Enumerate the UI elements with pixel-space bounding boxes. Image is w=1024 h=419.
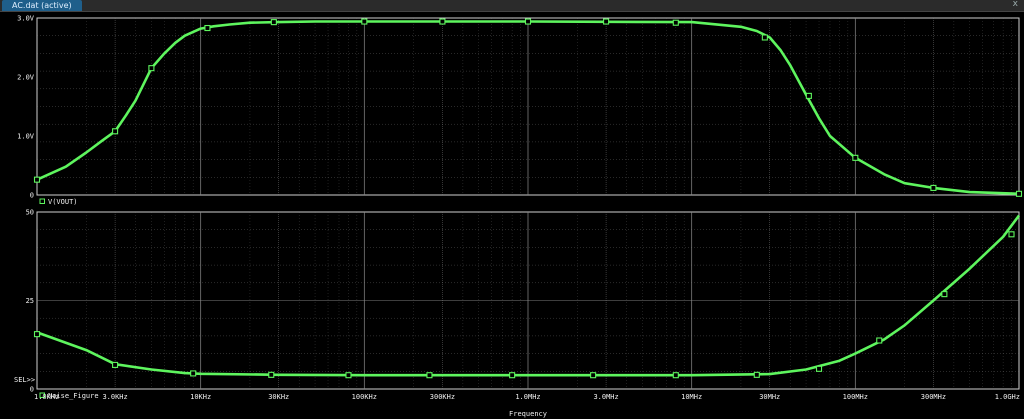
y-tick-label: 1.0V <box>17 133 35 141</box>
data-point-marker <box>148 65 155 72</box>
data-point-marker <box>815 365 823 372</box>
x-tick-label: 3.0KHz <box>102 393 127 401</box>
x-tick-label: 300MHz <box>921 393 946 401</box>
data-point-marker <box>941 291 948 298</box>
close-icon[interactable]: x <box>1012 0 1018 9</box>
x-tick-label: 30KHz <box>268 393 289 401</box>
tab-bar: AC.dat (active) x <box>0 0 1024 12</box>
data-point-marker <box>930 184 937 191</box>
x-tick-label: 300KHz <box>430 393 455 401</box>
y-tick-label: 50 <box>26 209 34 217</box>
data-point-marker <box>204 24 211 32</box>
data-point-marker <box>509 372 516 379</box>
x-tick-label: 1.0GHz <box>995 393 1020 401</box>
x-axis-title: Frequency <box>509 410 547 418</box>
data-point-marker <box>439 18 446 25</box>
x-tick-label: 100KHz <box>352 393 377 401</box>
y-tick-label: 2.0V <box>17 74 35 82</box>
sel-indicator: SEL>> <box>14 376 35 384</box>
legend-label: V(VOUT) <box>48 198 78 206</box>
x-tick-label: 1.0KHz <box>34 393 59 401</box>
data-point-marker <box>672 372 679 379</box>
data-point-marker <box>112 128 119 135</box>
data-point-marker <box>761 34 768 41</box>
legend-label: Noise_Figure <box>48 392 99 400</box>
data-point-marker <box>672 19 679 26</box>
series-line-v-vout- <box>36 20 1020 196</box>
data-point-marker <box>33 331 41 338</box>
data-point-marker <box>112 361 119 368</box>
series-line-noise-figure <box>36 214 1021 377</box>
y-tick-label: 3.0V <box>17 15 35 23</box>
data-point-marker <box>1008 231 1015 238</box>
data-point-marker <box>190 370 197 377</box>
x-tick-label: 3.0MHz <box>593 393 618 401</box>
y-tick-label: 25 <box>26 297 34 305</box>
legend-marker <box>39 198 45 204</box>
legend-marker <box>39 392 45 398</box>
x-tick-label: 1.0MHz <box>515 393 540 401</box>
data-point-marker <box>33 176 41 183</box>
data-point-marker <box>753 371 760 378</box>
x-tick-label: 10KHz <box>190 393 211 401</box>
x-tick-label: 100MHz <box>843 393 868 401</box>
data-point-marker <box>852 154 859 161</box>
data-point-marker <box>590 372 597 379</box>
x-tick-label: 10MHz <box>681 393 702 401</box>
data-point-marker <box>805 92 812 99</box>
data-point-marker <box>361 18 368 25</box>
tab-ac-dat[interactable]: AC.dat (active) <box>2 0 82 11</box>
data-point-marker <box>603 18 610 25</box>
y-tick-label: 0 <box>30 386 34 394</box>
data-point-marker <box>345 372 352 379</box>
frequency-axis: 1.0KHz 3.0KHz 10KHz 30KHz 100KHz 300KHz 1.0MHz… <box>34 393 1020 418</box>
noise-figure-plot[interactable]: 0 25 50 Noise_Figure SEL>> <box>14 209 1021 401</box>
x-tick-label: 30MHz <box>759 393 780 401</box>
data-point-marker <box>876 337 883 344</box>
y-tick-label: 0 <box>30 192 34 200</box>
data-point-marker <box>426 372 433 379</box>
voltage-plot[interactable]: 0 1.0V 2.0V 3.0V V(VOUT) <box>17 15 1023 207</box>
data-point-marker <box>524 18 532 25</box>
data-point-marker <box>268 371 275 378</box>
data-point-marker <box>270 19 277 26</box>
data-point-marker <box>1015 190 1023 197</box>
